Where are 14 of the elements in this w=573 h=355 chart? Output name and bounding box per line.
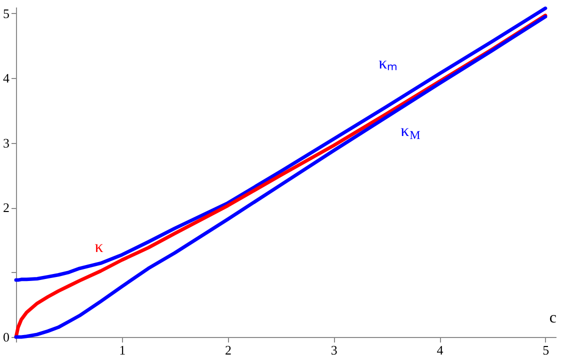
y-tick-label: 5 <box>3 6 10 21</box>
x-tick-label: 4 <box>436 342 444 355</box>
x-tick-label: 2 <box>225 342 232 355</box>
y-tick-label: 0 <box>3 330 10 344</box>
series-label: κ <box>94 237 104 256</box>
x-tick-label: 3 <box>330 342 338 355</box>
line-series <box>14 6 548 282</box>
x-tick-label: 5 <box>542 342 550 355</box>
series-label: κₘ <box>378 54 398 73</box>
y-tick-label: 2 <box>3 200 10 216</box>
x-tick-label: 1 <box>119 342 126 355</box>
y-tick-label: 4 <box>3 70 10 86</box>
x-axis-title: c <box>549 310 556 326</box>
y-tick-label: 3 <box>3 135 10 150</box>
